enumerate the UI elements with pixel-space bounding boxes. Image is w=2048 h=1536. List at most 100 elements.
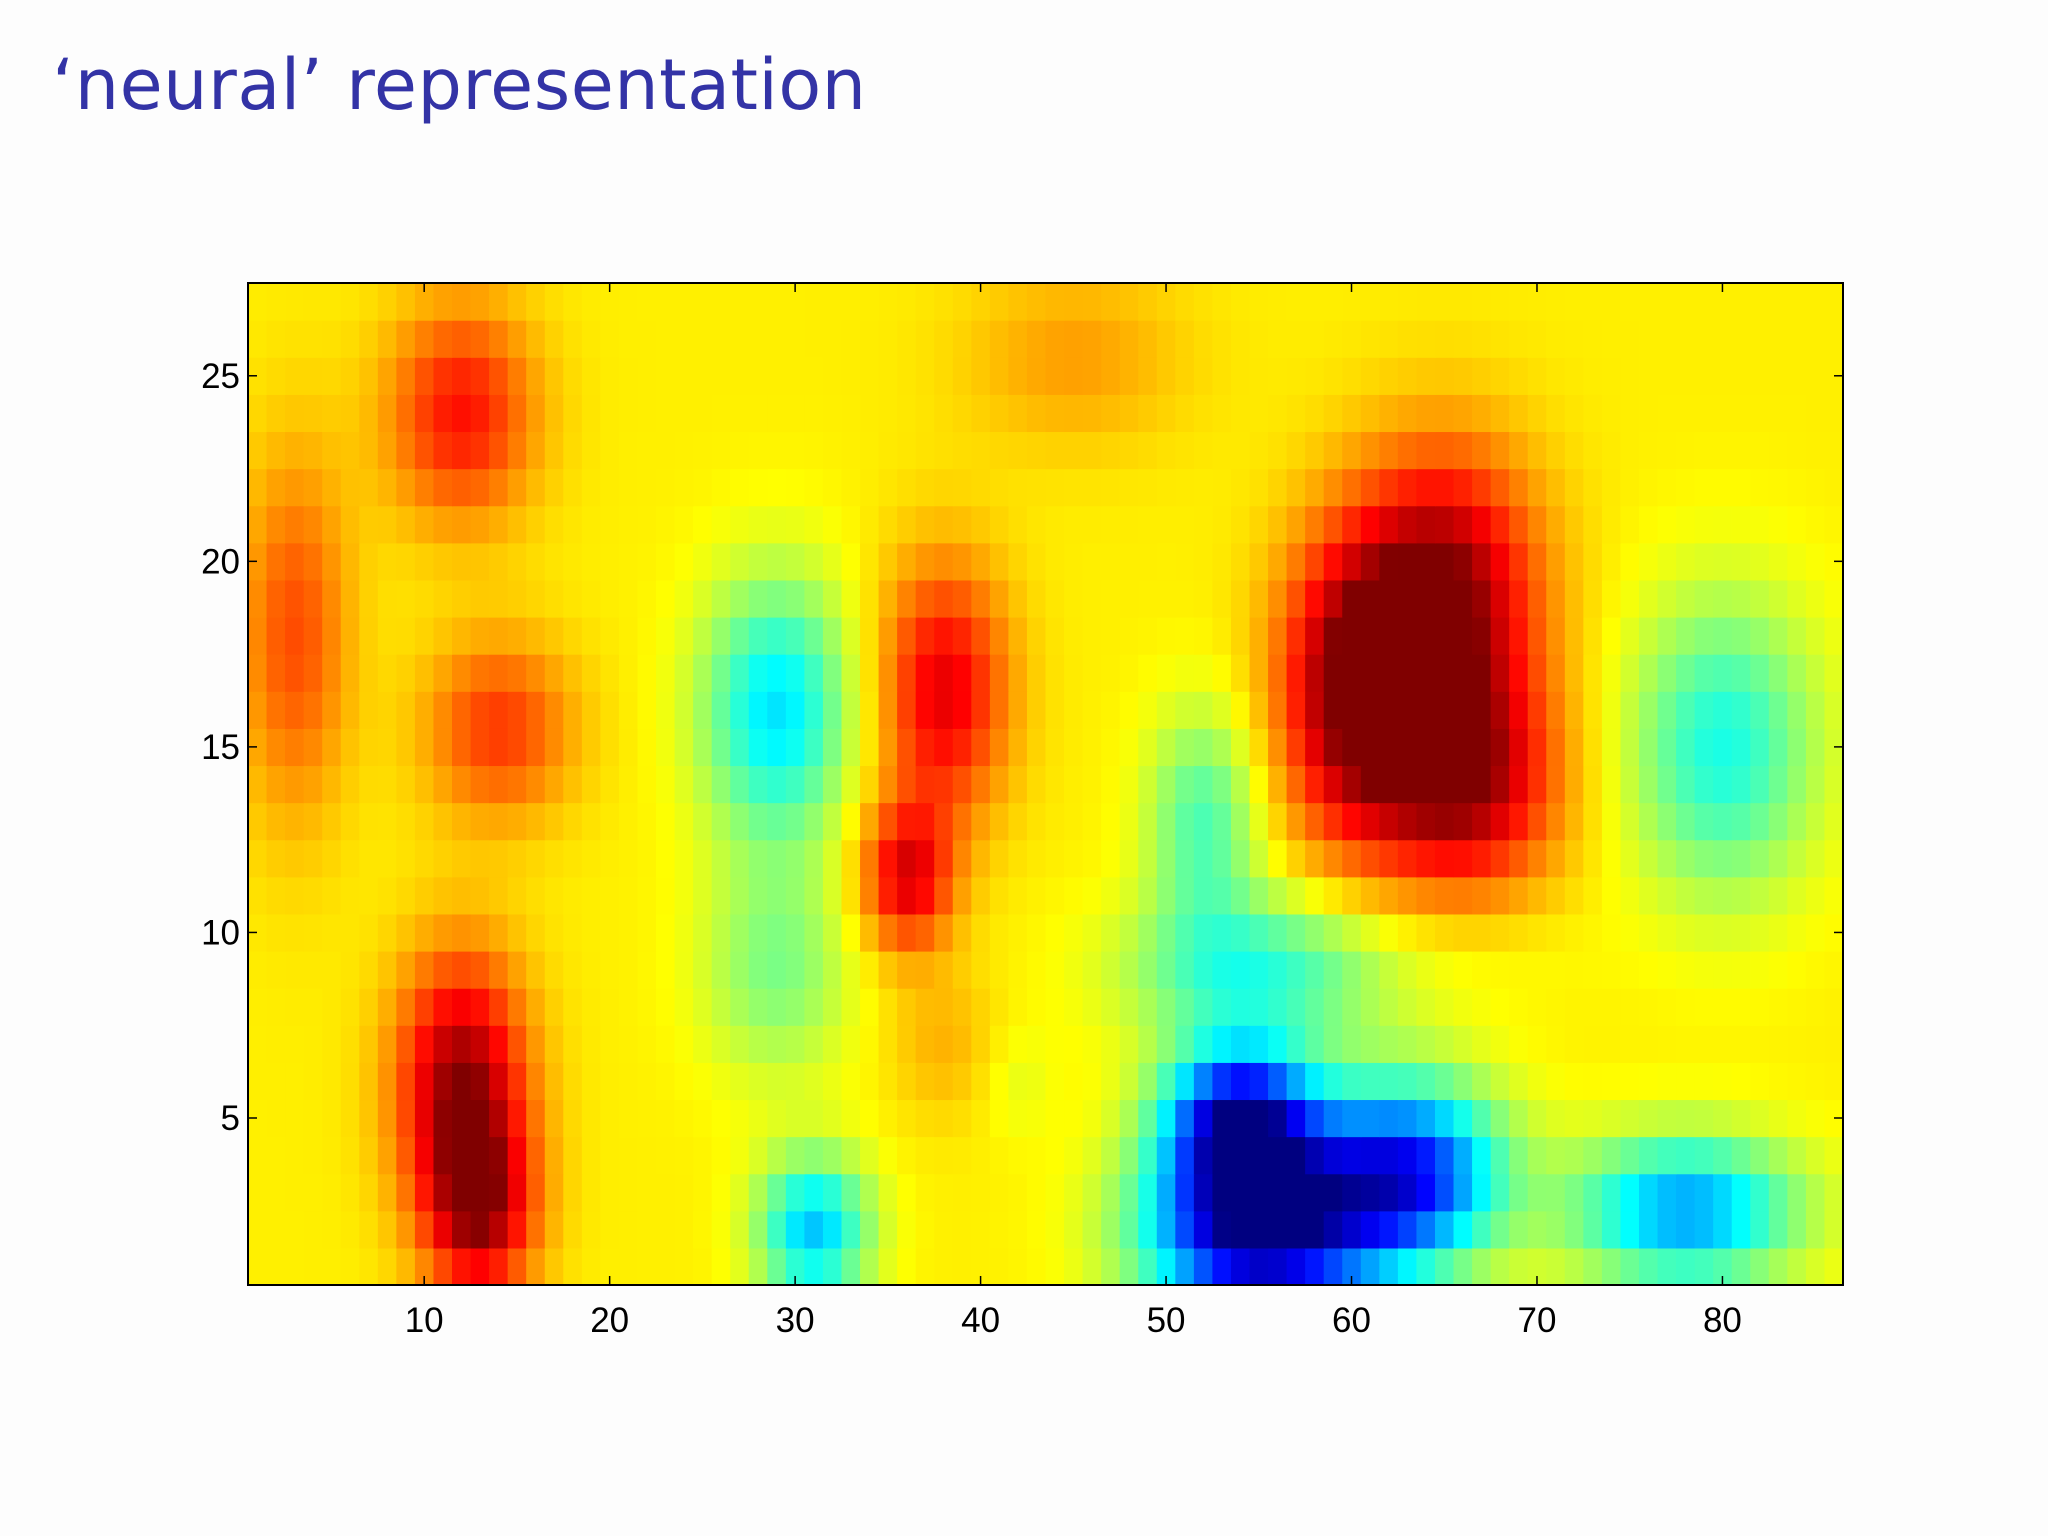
heatmap-cell: [1564, 765, 1584, 804]
heatmap-cell: [1323, 431, 1343, 470]
heatmap-cell: [1472, 357, 1492, 395]
heatmap-cell: [971, 654, 991, 692]
heatmap-cell: [878, 542, 898, 581]
heatmap-cell: [1601, 728, 1622, 767]
heatmap-cell: [1101, 617, 1121, 655]
heatmap-cell: [1156, 505, 1176, 544]
heatmap-cell: [285, 839, 305, 878]
heatmap-cell: [1193, 320, 1214, 358]
heatmap-cell: [1768, 579, 1788, 618]
heatmap-cell: [563, 320, 583, 358]
heatmap-cell: [1564, 988, 1584, 1026]
heatmap-cell: [1230, 876, 1251, 915]
heatmap-cell: [934, 283, 954, 321]
heatmap-cell: [693, 654, 713, 692]
heatmap-cell: [377, 913, 397, 952]
heatmap-cell: [618, 988, 639, 1026]
heatmap-cell: [285, 1062, 305, 1101]
heatmap-cell: [1397, 1247, 1418, 1286]
heatmap-cell: [322, 617, 342, 655]
heatmap-cell: [1249, 1099, 1269, 1138]
heatmap-cell: [1064, 839, 1084, 878]
heatmap-cell: [1082, 1136, 1102, 1175]
heatmap-cell: [637, 320, 657, 358]
heatmap-cell: [711, 617, 731, 655]
x-tick-label: 30: [776, 1301, 815, 1340]
heatmap-cell: [1824, 468, 1844, 507]
heatmap-cell: [1175, 988, 1195, 1026]
heatmap-cell: [952, 357, 972, 395]
heatmap-cell: [1601, 913, 1622, 952]
heatmap-cell: [507, 1210, 527, 1249]
heatmap-cell: [915, 542, 935, 581]
heatmap-cell: [1805, 765, 1826, 804]
heatmap-cell: [989, 988, 1010, 1026]
heatmap-cell: [563, 728, 583, 767]
heatmap-cell: [1583, 505, 1603, 544]
heatmap-cell: [989, 431, 1010, 470]
heatmap-cell: [841, 1099, 861, 1138]
heatmap-cell: [1713, 913, 1733, 952]
heatmap-cell: [470, 654, 490, 692]
heatmap-cell: [860, 765, 880, 804]
heatmap-cell: [414, 1136, 435, 1175]
heatmap-cell: [1694, 1173, 1714, 1212]
heatmap-cell: [1138, 617, 1158, 655]
heatmap-cell: [1342, 579, 1362, 618]
heatmap-cell: [1360, 394, 1380, 433]
heatmap-cell: [248, 1136, 268, 1175]
heatmap-cell: [711, 320, 731, 358]
heatmap-cell: [1453, 1173, 1473, 1212]
heatmap-cell: [989, 468, 1010, 507]
heatmap-cell: [915, 283, 935, 321]
heatmap-cell: [1434, 1099, 1455, 1138]
heatmap-cell: [1138, 1025, 1158, 1063]
heatmap-cell: [1509, 542, 1529, 581]
heatmap-cell: [674, 951, 694, 989]
heatmap-cell: [971, 394, 991, 433]
heatmap-cell: [1434, 876, 1455, 915]
heatmap-cell: [1620, 1099, 1640, 1138]
heatmap-cell: [1064, 1210, 1084, 1249]
heatmap-cell: [1750, 913, 1770, 952]
heatmap-cell: [1546, 839, 1566, 878]
heatmap-cell: [1119, 542, 1139, 581]
heatmap-cell: [730, 1025, 750, 1063]
heatmap-cell: [1824, 1247, 1844, 1286]
heatmap-cell: [934, 1099, 954, 1138]
heatmap-cell: [303, 765, 323, 804]
heatmap-cell: [433, 283, 453, 321]
heatmap-cell: [711, 283, 731, 321]
heatmap-cell: [1230, 468, 1251, 507]
heatmap-cell: [396, 431, 416, 470]
heatmap-cell: [841, 691, 861, 729]
heatmap-cell: [897, 913, 917, 952]
heatmap-cell: [711, 691, 731, 729]
heatmap-cell: [618, 839, 639, 878]
heatmap-cell: [1212, 1247, 1232, 1286]
heatmap-cell: [1787, 1210, 1807, 1249]
heatmap-cell: [377, 542, 397, 581]
heatmap-cell: [730, 505, 750, 544]
heatmap-cell: [1805, 431, 1826, 470]
heatmap-cell: [785, 468, 805, 507]
heatmap-cell: [1342, 691, 1362, 729]
heatmap-cell: [897, 765, 917, 804]
heatmap-cell: [934, 505, 954, 544]
heatmap-cell: [1045, 357, 1065, 395]
heatmap-cell: [1490, 617, 1510, 655]
heatmap-cell: [581, 728, 601, 767]
heatmap-cell: [1305, 1062, 1325, 1101]
heatmap-cell: [526, 876, 546, 915]
heatmap-cell: [1638, 1247, 1659, 1286]
heatmap-cell: [507, 765, 527, 804]
heatmap-cell: [1286, 617, 1306, 655]
heatmap-cell: [359, 765, 379, 804]
heatmap-cell: [1175, 728, 1195, 767]
heatmap-cell: [340, 505, 360, 544]
heatmap-cell: [618, 876, 639, 915]
heatmap-cell: [1212, 1173, 1232, 1212]
heatmap-cell: [1008, 1173, 1028, 1212]
heatmap-cell: [1101, 357, 1121, 395]
heatmap-cell: [1805, 1247, 1826, 1286]
